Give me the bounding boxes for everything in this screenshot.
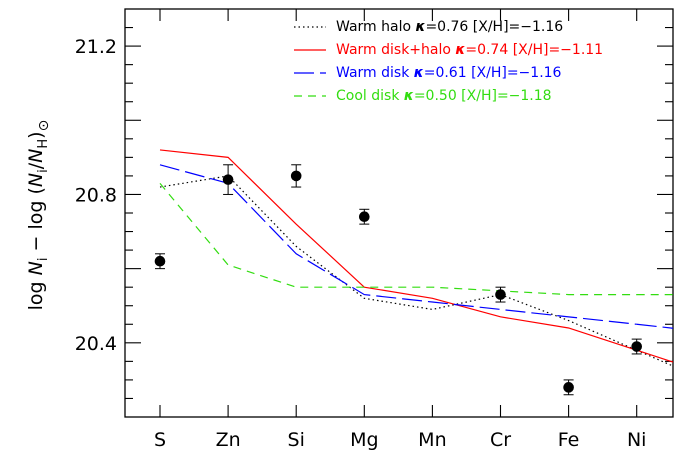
x-tick-label: Zn — [216, 429, 241, 451]
series-line-extension — [636, 349, 674, 367]
series-line — [159, 175, 637, 351]
series-line — [159, 182, 637, 296]
legend-series-name: Cool disk — [336, 88, 404, 104]
y-tick-label: 20.8 — [75, 184, 117, 206]
series-line — [159, 164, 637, 325]
legend-kappa-value: =0.50 [X/H]=−1.18 — [414, 88, 552, 104]
data-point — [222, 174, 234, 185]
legend-series-name: Warm disk+halo — [336, 42, 455, 58]
legend-kappa-value: =0.74 [X/H]=−1.11 — [465, 42, 603, 58]
data-point — [495, 289, 506, 300]
series-lines — [159, 149, 674, 367]
legend-entry: Cool disk κ=0.50 [X/H]=−1.18 — [336, 88, 552, 104]
legend-kappa-value: =0.61 [X/H]=−1.16 — [424, 65, 562, 81]
x-tick-labels: S Zn Si Mg Mn Cr Fe Ni — [154, 429, 646, 451]
series-line-extension — [636, 323, 674, 329]
legend-kappa-symbol: κ — [415, 19, 425, 35]
legend-series-name: Warm halo — [336, 19, 415, 35]
x-tick-label: Cr — [490, 429, 511, 451]
y-tick-label: 20.4 — [75, 333, 117, 355]
x-tick-label: S — [154, 429, 166, 451]
legend-kappa-value: =0.76 [X/H]=−1.16 — [425, 19, 563, 35]
legend-entry: Warm disk+halo κ=0.74 [X/H]=−1.11 — [336, 42, 603, 58]
legend-kappa-symbol: κ — [455, 42, 465, 58]
y-axis-label: log Ni − log (Ni/NH)⊙ — [25, 120, 52, 311]
x-tick-label: Fe — [558, 429, 580, 451]
x-tick-label: Mn — [418, 429, 446, 451]
x-tick-label: Ni — [627, 429, 647, 451]
legend-entry: Warm disk κ=0.61 [X/H]=−1.16 — [336, 65, 562, 81]
observed-points — [154, 164, 642, 396]
y-tick-labels: 20.4 20.8 21.2 — [75, 36, 117, 355]
y-tick-label: 21.2 — [75, 36, 117, 58]
data-point — [154, 255, 166, 267]
series-line — [159, 149, 637, 351]
legend-kappa-symbol: κ — [404, 88, 414, 104]
data-point — [290, 170, 302, 182]
data-point — [563, 382, 574, 393]
data-point — [359, 211, 370, 223]
x-tick-label: Mg — [350, 429, 378, 451]
x-tick-label: Si — [288, 429, 305, 451]
data-point — [631, 341, 642, 352]
legend-entry: Warm halo κ=0.76 [X/H]=−1.16 — [336, 19, 563, 35]
legend-series-name: Warm disk — [336, 65, 414, 81]
legend-kappa-symbol: κ — [414, 65, 424, 81]
series-line-extension — [636, 349, 674, 363]
